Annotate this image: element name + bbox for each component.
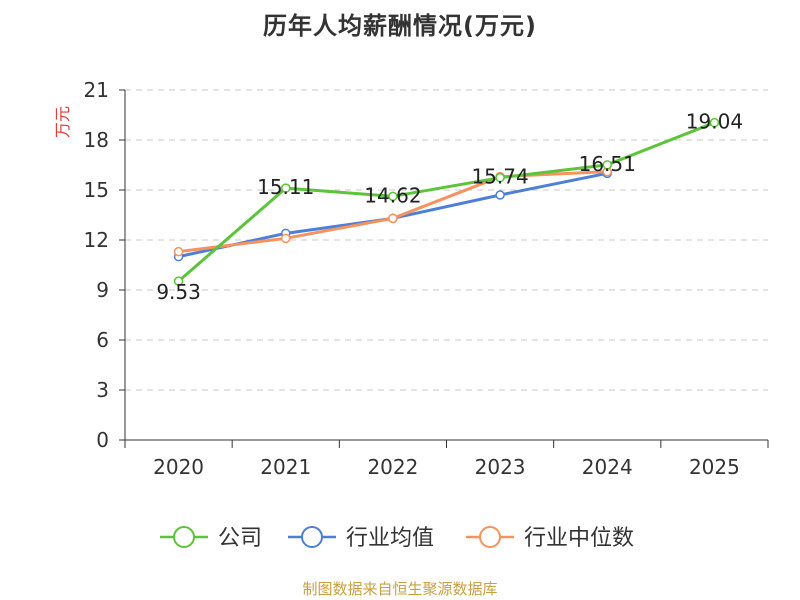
chart-title: 历年人均薪酬情况(万元): [263, 12, 537, 40]
legend-marker: [301, 526, 323, 548]
data-point-0: [495, 172, 505, 183]
y-tick-label: 3: [96, 378, 109, 402]
x-tick-label: 2020: [153, 455, 204, 479]
x-tick-label: 2023: [475, 455, 526, 479]
data-point-2: [388, 213, 398, 224]
source-note: 制图数据来自恒生聚源数据库: [302, 580, 498, 598]
series-line-0: [177, 121, 715, 283]
legend-marker: [479, 526, 501, 548]
data-point-0: [173, 276, 184, 286]
y-tick-label: 15: [84, 178, 109, 202]
x-tick-label: 2025: [689, 455, 740, 479]
x-tick-label: 2024: [582, 455, 633, 479]
data-point-0: [388, 191, 398, 202]
data-label: 19.04: [686, 110, 743, 134]
y-tick-label: 0: [96, 428, 109, 452]
x-tick-label: 2022: [367, 455, 418, 479]
legend-marker: [173, 526, 195, 548]
data-label: 16.51: [579, 152, 636, 176]
data-label: 14.62: [364, 183, 421, 207]
y-tick-label: 21: [84, 78, 109, 102]
legend-item-1: 行业均值: [288, 526, 434, 551]
data-point-2: [173, 246, 184, 257]
data-label: 9.53: [156, 280, 201, 304]
y-tick-label: 9: [96, 278, 109, 302]
data-point-0: [709, 117, 720, 128]
legend-label: 行业中位数: [524, 526, 634, 551]
y-tick-label: 6: [96, 328, 109, 352]
y-tick-label: 18: [84, 128, 109, 152]
data-point-2: [281, 233, 291, 244]
y-axis-label: 万元: [53, 106, 72, 138]
data-point-0: [602, 160, 612, 170]
legend-label: 公司: [218, 526, 262, 551]
data-point-1: [495, 190, 505, 200]
data-label: 15.74: [471, 165, 528, 189]
legend-label: 行业均值: [346, 526, 434, 551]
x-tick-label: 2021: [260, 455, 311, 479]
legend-item-2: 行业中位数: [466, 526, 634, 551]
y-tick-label: 12: [84, 228, 109, 252]
data-label: 15.11: [257, 175, 314, 199]
legend-item-0: 公司: [160, 526, 262, 551]
data-point-0: [281, 183, 291, 193]
